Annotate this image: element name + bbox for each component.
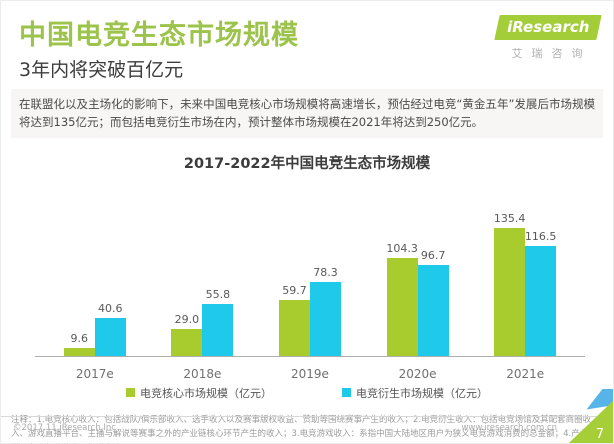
- bar-value-label: 55.8: [205, 287, 231, 301]
- iresearch-logo-text: iResearch: [507, 18, 590, 36]
- bar-value-label: 78.3: [313, 266, 338, 280]
- x-axis-label: 2020e: [398, 366, 437, 381]
- bar-group: 135.4 116.5 2021e: [493, 177, 557, 381]
- iresearch-logo-chinese: 艾瑞咨询: [511, 47, 592, 60]
- legend-item: 电竞核心市场规模（亿元）: [126, 385, 272, 401]
- header: 中国电竞生态市场规模 3年内将突破百亿元 iResearch 艾瑞咨询: [1, 1, 613, 85]
- bar-value-label: 9.6: [70, 331, 89, 345]
- legend-label: 电竞衍生市场规模（亿元）: [356, 386, 488, 400]
- x-axis-line: [35, 355, 585, 357]
- bar: [309, 282, 341, 357]
- bar-value-label: 40.6: [98, 302, 123, 316]
- legend-item: 电竞衍生市场规模（亿元）: [342, 385, 488, 401]
- bar-value-label: 135.4: [493, 212, 526, 226]
- iresearch-logo: iResearch 艾瑞咨询: [494, 15, 602, 61]
- legend-swatch-icon: [342, 388, 351, 398]
- bar: [202, 303, 234, 357]
- chart-title: 2017-2022年中国电竞生态市场规模: [183, 155, 431, 172]
- bar: [417, 264, 449, 357]
- legend-label: 电竞核心市场规模（亿元）: [140, 386, 272, 400]
- intro-paragraph: 在联盟化以及主场化的影响下，未来中国电竞核心市场规模将高速增长，预估经过电竞“黄…: [11, 89, 603, 138]
- bar-group: 59.7 78.3 2019e: [278, 177, 341, 381]
- bar: [94, 318, 126, 357]
- page-number: 7: [595, 427, 604, 442]
- footer: ©2017.11 iResearch Inc www.iresearch.com…: [1, 389, 613, 443]
- page-title: 中国电竞生态市场规模: [19, 20, 299, 51]
- bar-value-label: 104.3: [386, 241, 418, 255]
- x-axis-label: 2018e: [183, 366, 222, 381]
- page-subtitle: 3年内将突破百亿元: [19, 59, 184, 81]
- bar-value-label: 96.7: [420, 248, 446, 262]
- website-url: www.iresearch.com.cn: [461, 423, 557, 433]
- legend-swatch-icon: [126, 388, 135, 398]
- bar-group: 104.3 96.7 2020e: [386, 177, 449, 381]
- bar-value-label: 116.5: [524, 230, 557, 244]
- bar: [525, 246, 557, 357]
- x-axis-label: 2021e: [506, 366, 545, 381]
- bar: [278, 300, 310, 357]
- bar-value-label: 59.7: [282, 284, 307, 298]
- bar-value-label: 29.0: [174, 313, 200, 327]
- bar: [63, 347, 95, 357]
- x-axis-label: 2019e: [291, 366, 329, 381]
- x-axis-label: 2017e: [75, 366, 114, 381]
- bar-chart: 9.6 40.6 2017e 29.0 55.8 2018e 59.7 78.3 2019e 10…: [35, 177, 585, 381]
- copyright-text: ©2017.11 iResearch Inc: [13, 423, 116, 433]
- bar: [494, 228, 526, 357]
- bar: [171, 329, 203, 357]
- bar-group: 9.6 40.6 2017e: [63, 177, 126, 381]
- iresearch-logo-badge: iResearch: [494, 15, 602, 40]
- bar-group: 29.0 55.8 2018e: [171, 177, 234, 381]
- chart-legend: 电竞核心市场规模（亿元） 电竞衍生市场规模（亿元）: [1, 385, 613, 401]
- page-corner-marker: 7: [565, 389, 613, 443]
- bar: [386, 257, 418, 357]
